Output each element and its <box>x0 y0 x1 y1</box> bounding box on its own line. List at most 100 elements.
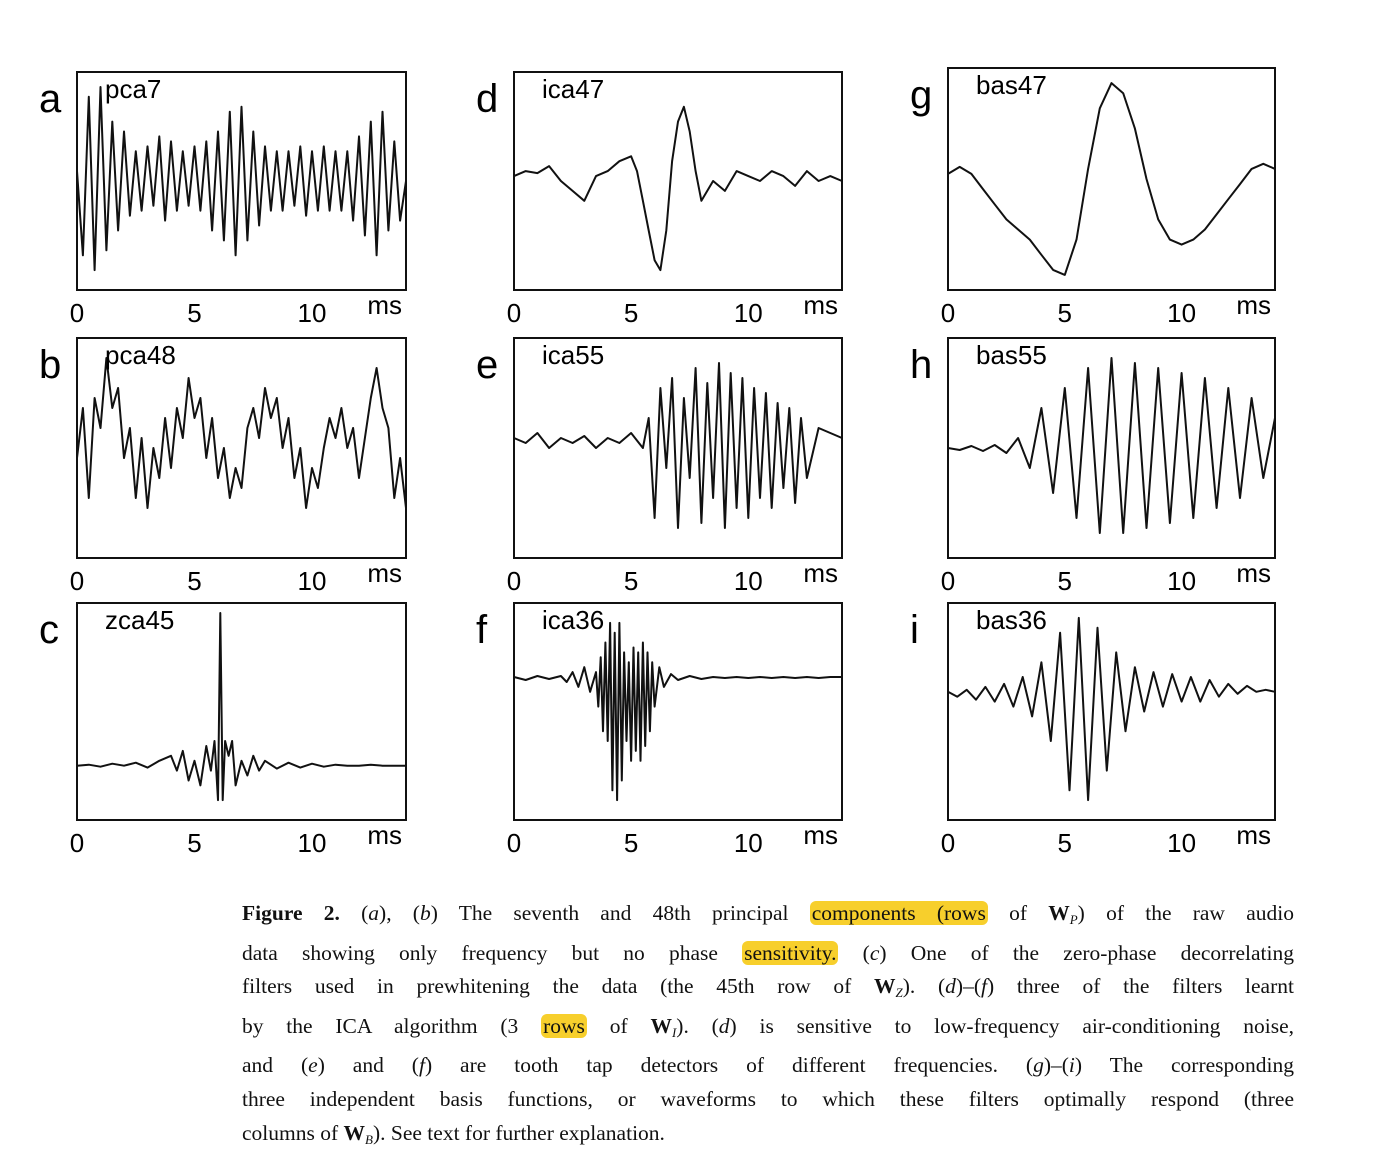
caption-text: W <box>1048 901 1070 925</box>
plot-frame <box>76 602 407 821</box>
caption-line: filters used in prewhitening the data (t… <box>242 970 1294 1010</box>
x-tick-label: 5 <box>1058 828 1072 858</box>
panel-c: c zca45 0 5 10 ms <box>39 602 407 858</box>
caption-line: columns of WB). See text for further exp… <box>242 1117 1294 1157</box>
panel-b: b pca48 0 5 10 ms <box>39 337 407 596</box>
caption-line: and (e) and (f) are tooth tap detectors … <box>242 1049 1294 1083</box>
x-tick-label: 0 <box>507 566 521 596</box>
panel-d: d ica47 0 5 10 ms <box>476 71 843 328</box>
caption-text: ). ( <box>676 1013 719 1038</box>
panel-title: ica36 <box>542 605 604 635</box>
caption-text: g <box>1033 1053 1044 1078</box>
x-tick-label: 10 <box>1167 566 1196 596</box>
x-tick-label: 5 <box>187 566 201 596</box>
caption-text: ( <box>838 940 870 965</box>
x-tick-label: 10 <box>734 828 763 858</box>
x-tick-label: 0 <box>70 298 84 328</box>
panel-letter: h <box>910 343 932 387</box>
x-tick-label: 0 <box>507 828 521 858</box>
caption-text: by the ICA algorithm (3 <box>242 1013 542 1038</box>
panel-letter: c <box>39 608 59 652</box>
x-tick-label: 0 <box>507 298 521 328</box>
x-tick-label: 5 <box>624 566 638 596</box>
caption-text: f <box>418 1053 425 1078</box>
panel-letter: f <box>476 608 488 652</box>
caption-text: filters used in prewhitening the data (t… <box>242 974 875 999</box>
waveform-bas36 <box>947 616 1276 802</box>
caption-line: Figure 2. (a), (b) The seventh and 48th … <box>242 897 1294 937</box>
x-tick-label: 0 <box>70 828 84 858</box>
x-tick-label: 10 <box>1167 298 1196 328</box>
caption-text: B <box>365 1131 373 1147</box>
panel-title: pca7 <box>105 74 161 104</box>
plot-frame <box>513 602 843 821</box>
x-tick-label: 10 <box>734 566 763 596</box>
x-tick-label: 10 <box>298 828 327 858</box>
caption-text: I <box>671 1024 677 1040</box>
x-tick-label: 5 <box>187 298 201 328</box>
caption-text: ), ( <box>379 901 420 925</box>
panel-letter: a <box>39 77 62 121</box>
caption-text: columns of <box>242 1120 344 1145</box>
x-unit-label: ms <box>803 558 838 588</box>
x-unit-label: ms <box>803 290 838 320</box>
caption-text: c <box>869 940 880 965</box>
panel-title: bas47 <box>976 70 1047 100</box>
x-tick-label: 10 <box>1167 828 1196 858</box>
caption-text: ) The seventh and 48th principal <box>430 901 810 925</box>
x-tick-label: 5 <box>187 828 201 858</box>
caption-text: data showing only frequency but no phase <box>242 940 743 965</box>
highlighted-text: components (rows <box>809 901 988 925</box>
x-unit-label: ms <box>1236 820 1271 850</box>
panel-e: e ica55 0 5 10 ms <box>476 337 843 596</box>
highlighted-text: rows <box>541 1013 587 1038</box>
panel-title: pca48 <box>105 340 176 370</box>
panel-title: zca45 <box>105 605 174 635</box>
caption-text: ) three of the filters learnt <box>986 974 1294 999</box>
panel-a: a pca7 0 5 10 ms <box>39 71 407 328</box>
caption-text: f <box>981 974 987 999</box>
x-tick-label: 0 <box>70 566 84 596</box>
caption-text: d <box>945 974 956 999</box>
caption-text: ) of the raw audio <box>1077 901 1294 925</box>
panel-letter: g <box>910 73 932 117</box>
caption-text: ) is sensitive to low-frequency air-cond… <box>729 1013 1294 1038</box>
caption-text: ) One of the zero-phase decorrelating <box>879 940 1294 965</box>
caption-text: and ( <box>242 1053 309 1078</box>
x-tick-label: 5 <box>1058 566 1072 596</box>
caption-text: ). ( <box>902 974 946 999</box>
caption-text: ( <box>339 901 369 925</box>
waveform-bas55 <box>947 357 1276 534</box>
waveform-pca48 <box>76 357 407 509</box>
caption-text: of <box>987 901 1049 925</box>
caption-line: by the ICA algorithm (3 rows of WI). (d)… <box>242 1010 1294 1050</box>
caption-text: P <box>1069 912 1078 927</box>
x-tick-label: 0 <box>941 566 955 596</box>
caption-text: )–( <box>1043 1053 1069 1078</box>
x-tick-label: 0 <box>941 298 955 328</box>
caption-text: ) The corresponding <box>1074 1053 1294 1078</box>
waveform-ica47 <box>513 105 843 272</box>
caption-text: a <box>368 901 380 925</box>
plot-frame <box>947 67 1276 291</box>
caption-text: i <box>1068 1053 1075 1078</box>
caption-text: e <box>308 1053 318 1078</box>
caption-text: W <box>650 1013 672 1038</box>
panel-letter: i <box>910 608 919 652</box>
plot-frame <box>76 337 407 559</box>
caption-text: ) and ( <box>317 1053 419 1078</box>
caption-text: d <box>718 1013 730 1038</box>
caption-text: of <box>586 1013 651 1038</box>
caption-text: ). See text for further explanation. <box>372 1120 665 1145</box>
plot-frame <box>513 71 843 291</box>
x-tick-label: 5 <box>1058 298 1072 328</box>
x-unit-label: ms <box>367 820 402 850</box>
caption-text: W <box>874 974 896 999</box>
caption-line: data showing only frequency but no phase… <box>242 937 1294 971</box>
caption-text: ) are tooth tap detectors of different f… <box>424 1053 1034 1078</box>
panel-title: ica55 <box>542 340 604 370</box>
caption-text: Z <box>895 985 903 1001</box>
waveform-pca7 <box>76 86 407 272</box>
caption-text: W <box>343 1120 366 1145</box>
panel-letter: b <box>39 343 61 387</box>
